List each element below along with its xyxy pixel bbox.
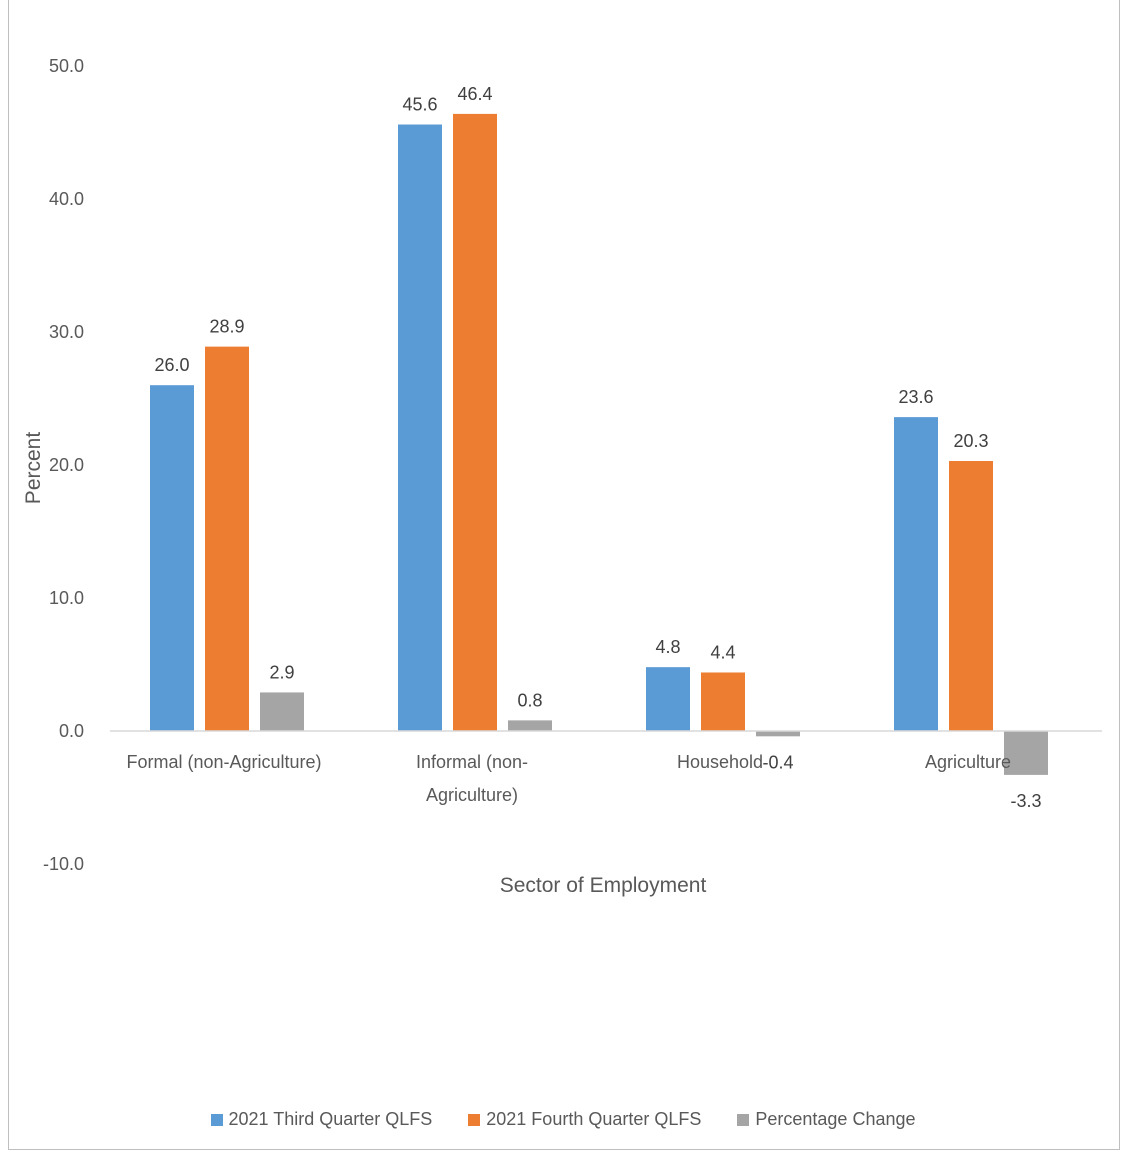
data-label: 23.6: [898, 387, 933, 407]
bar: [508, 720, 552, 731]
bar: [949, 461, 993, 731]
data-labels: 26.0 28.9 2.9 45.6 46.4 0.8 4.8 4.4 -0.4 23.6 20.3…: [154, 84, 1041, 811]
data-label: 28.9: [209, 317, 244, 337]
bar: [260, 692, 304, 731]
y-tick-label: 10.0: [49, 588, 84, 608]
data-label: 4.4: [710, 642, 735, 662]
data-label: 20.3: [953, 431, 988, 451]
data-label: 4.8: [655, 637, 680, 657]
bar: [756, 731, 800, 737]
y-tick-label: -10.0: [43, 854, 84, 874]
x-axis-title: Sector of Employment: [500, 874, 707, 897]
legend-swatch: [468, 1113, 481, 1126]
y-tick-label: 20.0: [49, 455, 84, 475]
y-tick-label: 0.0: [59, 721, 84, 741]
bar: [701, 672, 745, 731]
x-tick-label: Formal (non-Agriculture): [126, 752, 321, 772]
data-label: 0.8: [517, 690, 542, 710]
legend-label: 2021 Third Quarter QLFS: [228, 1109, 433, 1129]
y-axis-ticks: -10.0 0.0 10.0 20.0 30.0 40.0 50.0: [43, 56, 84, 874]
x-tick-label: Agriculture): [426, 785, 518, 805]
data-label: 26.0: [154, 355, 189, 375]
bar: [1004, 731, 1048, 775]
y-axis-title: Percent: [22, 432, 45, 505]
legend-label: 2021 Fourth Quarter QLFS: [486, 1109, 702, 1129]
data-label: -0.4: [762, 752, 793, 772]
y-tick-label: 40.0: [49, 189, 84, 209]
legend-item: Percentage Change: [737, 1109, 916, 1130]
legend-item: 2021 Fourth Quarter QLFS: [468, 1109, 701, 1130]
legend: 2021 Third Quarter QLFS 2021 Fourth Quart…: [0, 1109, 1126, 1130]
category-labels: Formal (non-Agriculture) Informal (non- Ag…: [126, 752, 1011, 805]
x-tick-label: Agriculture: [925, 752, 1011, 772]
x-tick-label: Informal (non-: [416, 752, 528, 772]
bars: [150, 113, 1048, 775]
data-label: 45.6: [402, 95, 437, 115]
legend-label: Percentage Change: [755, 1109, 916, 1129]
bar: [150, 385, 194, 731]
x-tick-label: Household: [677, 752, 763, 772]
y-tick-label: 30.0: [49, 322, 84, 342]
legend-swatch: [737, 1113, 750, 1126]
bar: [453, 113, 497, 731]
legend-item: 2021 Third Quarter QLFS: [210, 1109, 433, 1130]
legend-swatch: [210, 1113, 223, 1126]
bar: [398, 124, 442, 731]
data-label: -3.3: [1010, 791, 1041, 811]
data-label: 46.4: [457, 84, 492, 104]
data-label: 2.9: [269, 662, 294, 682]
bar-chart: -10.0 0.0 10.0 20.0 30.0 40.0 50.0 26.0 28.9 2.9…: [22, 56, 1102, 897]
y-tick-label: 50.0: [49, 56, 84, 76]
bar: [205, 346, 249, 731]
bar: [646, 667, 690, 731]
chart-frame: [8, 0, 1120, 1150]
bar: [894, 417, 938, 731]
